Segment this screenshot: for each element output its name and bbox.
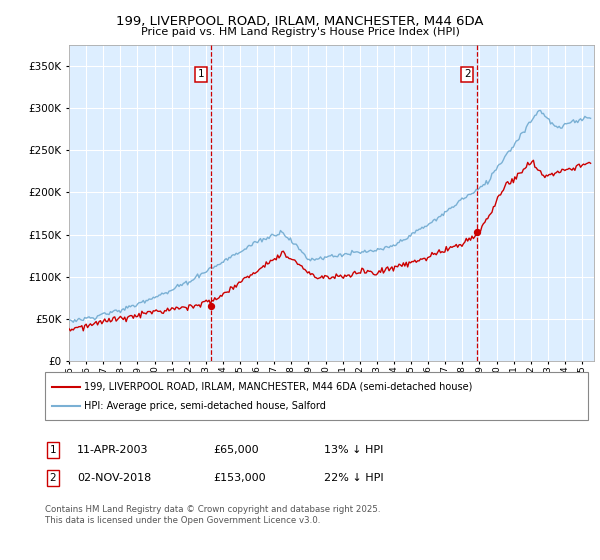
Text: 2: 2 — [464, 69, 470, 80]
Text: 199, LIVERPOOL ROAD, IRLAM, MANCHESTER, M44 6DA: 199, LIVERPOOL ROAD, IRLAM, MANCHESTER, … — [116, 15, 484, 27]
Text: 02-NOV-2018: 02-NOV-2018 — [77, 473, 151, 483]
Text: 2: 2 — [49, 473, 56, 483]
Text: 199, LIVERPOOL ROAD, IRLAM, MANCHESTER, M44 6DA (semi-detached house): 199, LIVERPOOL ROAD, IRLAM, MANCHESTER, … — [84, 382, 472, 391]
Text: 1: 1 — [198, 69, 205, 80]
Text: Price paid vs. HM Land Registry's House Price Index (HPI): Price paid vs. HM Land Registry's House … — [140, 27, 460, 37]
Point — [472, 227, 481, 236]
Text: £153,000: £153,000 — [213, 473, 266, 483]
Text: 22% ↓ HPI: 22% ↓ HPI — [324, 473, 383, 483]
Text: 1: 1 — [49, 445, 56, 455]
Point — [206, 302, 215, 311]
Text: 11-APR-2003: 11-APR-2003 — [77, 445, 148, 455]
Text: HPI: Average price, semi-detached house, Salford: HPI: Average price, semi-detached house,… — [84, 401, 326, 410]
Text: Contains HM Land Registry data © Crown copyright and database right 2025.
This d: Contains HM Land Registry data © Crown c… — [45, 505, 380, 525]
Text: £65,000: £65,000 — [213, 445, 259, 455]
Text: 13% ↓ HPI: 13% ↓ HPI — [324, 445, 383, 455]
